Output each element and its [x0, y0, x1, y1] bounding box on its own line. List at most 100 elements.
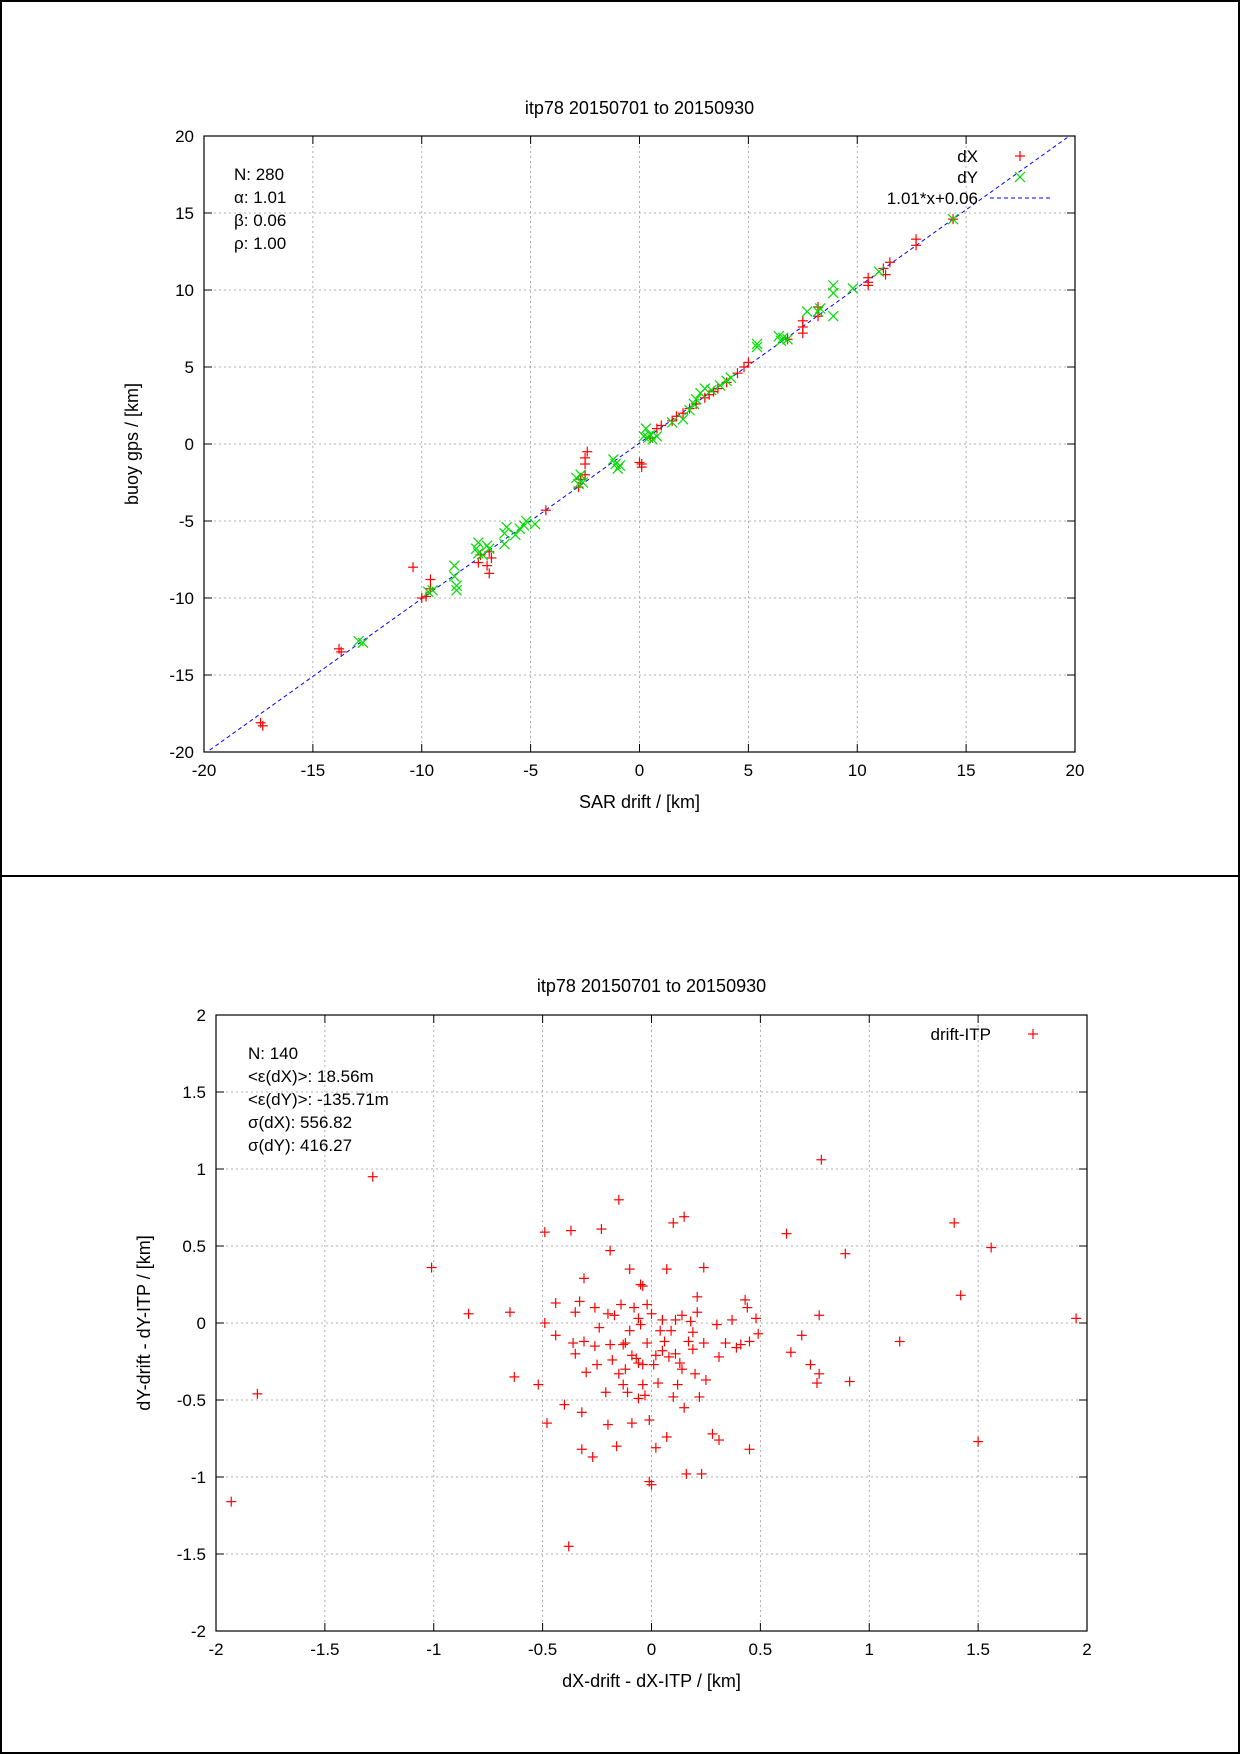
data-point	[973, 1436, 984, 1447]
data-point	[640, 423, 652, 435]
y-tick-label: 5	[185, 358, 194, 377]
y-tick-label: 0	[197, 1314, 206, 1333]
data-point	[656, 420, 667, 431]
data-point	[509, 1371, 520, 1382]
y-tick-label: 15	[175, 204, 194, 223]
data-point	[559, 1399, 570, 1410]
series-dY	[353, 213, 959, 649]
data-point	[616, 1299, 627, 1310]
data-point	[644, 1415, 655, 1426]
x-tick-label: 2	[1082, 1640, 1091, 1659]
data-point	[574, 1296, 585, 1307]
data-point	[509, 529, 521, 541]
data-point	[421, 591, 432, 602]
data-point	[677, 413, 689, 425]
data-point	[592, 1359, 603, 1370]
data-point	[751, 1313, 762, 1324]
data-point	[580, 469, 591, 480]
data-point	[637, 1379, 648, 1390]
data-point	[646, 1308, 657, 1319]
data-point	[739, 362, 750, 372]
data-point	[636, 459, 647, 470]
data-point	[687, 1344, 698, 1355]
data-point	[666, 1325, 677, 1336]
stat-line: N: 140	[248, 1044, 298, 1063]
data-point	[576, 1407, 587, 1418]
data-point	[801, 306, 813, 317]
y-tick-label: -2	[191, 1622, 206, 1641]
data-point	[863, 272, 874, 283]
data-point	[727, 1314, 738, 1325]
data-point	[911, 234, 922, 245]
data-point	[529, 518, 541, 530]
data-point	[691, 398, 702, 409]
legend-marker	[1015, 151, 1025, 161]
data-point	[694, 1391, 705, 1402]
series-dX	[255, 214, 959, 731]
data-point	[700, 1374, 711, 1385]
data-point	[663, 1351, 674, 1362]
data-point	[635, 1279, 646, 1290]
data-point	[576, 1444, 587, 1455]
data-point	[624, 1325, 635, 1336]
data-point	[550, 1297, 561, 1308]
data-point	[501, 521, 513, 533]
stat-line: β: 0.06	[234, 211, 286, 230]
x-tick-label: 20	[1066, 761, 1085, 780]
legend-label: dX	[957, 147, 978, 166]
x-axis-label: dX-drift - dX-ITP / [km]	[562, 1671, 741, 1691]
data-point	[611, 1441, 622, 1452]
data-point	[426, 1262, 437, 1273]
data-point	[607, 1354, 618, 1365]
data-point	[367, 1171, 378, 1182]
y-tick-label: -1	[191, 1468, 206, 1487]
y-tick-label: -20	[169, 743, 194, 762]
data-point	[541, 1418, 552, 1429]
data-point	[602, 1308, 613, 1319]
data-point	[581, 1367, 592, 1378]
data-point	[642, 1299, 653, 1310]
data-point	[634, 457, 645, 468]
data-point	[714, 1351, 725, 1362]
data-point	[575, 469, 587, 481]
data-point	[596, 1224, 607, 1235]
legend-label: 1.01*x+0.06	[887, 189, 978, 208]
x-tick-label: -1	[426, 1640, 441, 1659]
data-point	[602, 1419, 613, 1430]
fit-line	[206, 136, 1071, 752]
x-tick-label: 15	[957, 761, 976, 780]
data-point	[681, 1468, 692, 1479]
data-point	[336, 646, 347, 657]
data-point	[753, 1328, 764, 1339]
x-tick-label: -10	[409, 761, 434, 780]
data-point	[565, 1225, 576, 1236]
data-point	[448, 560, 460, 572]
data-point	[451, 584, 463, 596]
data-point	[484, 568, 495, 579]
data-point	[667, 415, 678, 426]
data-point	[814, 303, 826, 314]
data-point	[589, 1341, 600, 1352]
y-tick-label: -1.5	[177, 1545, 206, 1564]
data-point	[539, 1227, 550, 1238]
data-point	[646, 1479, 657, 1490]
data-point	[679, 1402, 690, 1413]
data-point	[605, 1339, 616, 1350]
legend-label: dY	[957, 168, 978, 187]
data-point	[637, 1281, 648, 1292]
data-point	[698, 1262, 709, 1273]
data-point	[620, 1338, 631, 1349]
data-point	[661, 1431, 672, 1442]
x-tick-label: 0	[635, 761, 644, 780]
data-point	[648, 1359, 659, 1370]
y-tick-label: 10	[175, 281, 194, 300]
data-point	[582, 446, 593, 457]
data-point	[775, 335, 787, 347]
bottom-scatter-plot: itp78 20150701 to 20150930 -2 -1.5 -1 -0.5 0 0…	[134, 976, 1092, 1691]
data-point	[629, 1302, 640, 1313]
x-tick-label: 10	[848, 761, 867, 780]
data-point	[422, 586, 434, 598]
data-point	[873, 266, 885, 277]
plot-frame	[203, 135, 1076, 753]
y-tick-label: 1.5	[182, 1083, 206, 1102]
